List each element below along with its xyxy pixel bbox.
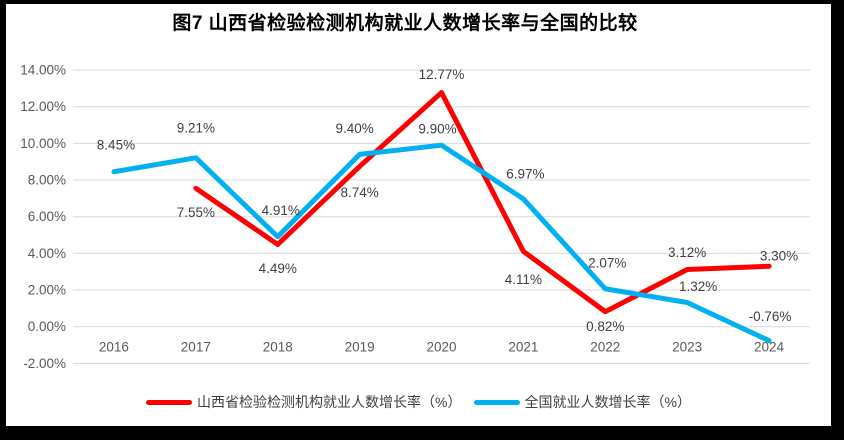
data-label-national-2017: 9.21% [177, 120, 215, 135]
y-tick-label: 14.00% [20, 63, 66, 78]
y-tick-label: 10.00% [20, 136, 66, 151]
data-label-national-2018: 4.91% [262, 203, 300, 218]
data-label-national-2022: 2.07% [588, 255, 626, 270]
chart-legend: 山西省检验检测机构就业人数增长率（%） 全国就业人数增长率（%） [6, 391, 831, 413]
x-tick-label: 2019 [345, 340, 375, 355]
data-label-shanxi-2017: 7.55% [177, 205, 215, 220]
legend-swatch-shanxi-icon [146, 399, 193, 405]
data-label-national-2019: 9.40% [335, 121, 373, 136]
data-label-national-2023: 1.32% [679, 279, 717, 294]
data-label-shanxi-2024: 3.30% [760, 249, 798, 264]
x-tick-label: 2021 [508, 340, 538, 355]
legend-item-shanxi[interactable]: 山西省检验检测机构就业人数增长率（%） [146, 392, 462, 412]
x-tick-label: 2016 [99, 340, 129, 355]
y-tick-label: 4.00% [28, 246, 66, 261]
data-label-shanxi-2023: 3.12% [668, 245, 706, 260]
data-label-shanxi-2018: 4.49% [259, 261, 297, 276]
legend-swatch-national-icon [473, 399, 520, 405]
x-tick-label: 2022 [590, 340, 620, 355]
y-tick-label: 2.00% [28, 283, 66, 298]
x-tick-label: 2023 [672, 340, 702, 355]
legend-label-shanxi: 山西省检验检测机构就业人数增长率（%） [197, 394, 462, 410]
data-label-national-2021: 6.97% [506, 166, 544, 181]
series-line-national[interactable] [111, 142, 772, 344]
chart-background [6, 4, 831, 426]
x-tick-label: 2018 [263, 340, 293, 355]
data-label-shanxi-2022: 0.82% [586, 319, 624, 334]
x-tick-label: 2020 [426, 340, 456, 355]
data-label-shanxi-2019: 8.74% [340, 185, 378, 200]
legend-label-national: 全国就业人数增长率（%） [524, 394, 691, 410]
y-tick-label: 0.00% [28, 319, 66, 334]
y-tick-label: 6.00% [28, 209, 66, 224]
legend-item-national[interactable]: 全国就业人数增长率（%） [473, 392, 691, 412]
data-label-shanxi-2020: 12.77% [419, 67, 465, 82]
x-tick-label: 2024 [754, 340, 785, 355]
data-label-national-2020: 9.90% [418, 122, 456, 137]
y-tick-label: -2.00% [23, 356, 66, 371]
page-title: 图7 山西省检验检测机构就业人数增长率与全国的比较 [172, 13, 638, 34]
y-tick-label: 8.00% [28, 173, 66, 188]
y-tick-label: 12.00% [20, 99, 66, 114]
data-label-national-2024: -0.76% [749, 309, 792, 324]
x-tick-label: 2017 [181, 340, 211, 355]
data-label-national-2016: 8.45% [97, 137, 135, 152]
data-label-shanxi-2021: 4.11% [505, 272, 542, 287]
